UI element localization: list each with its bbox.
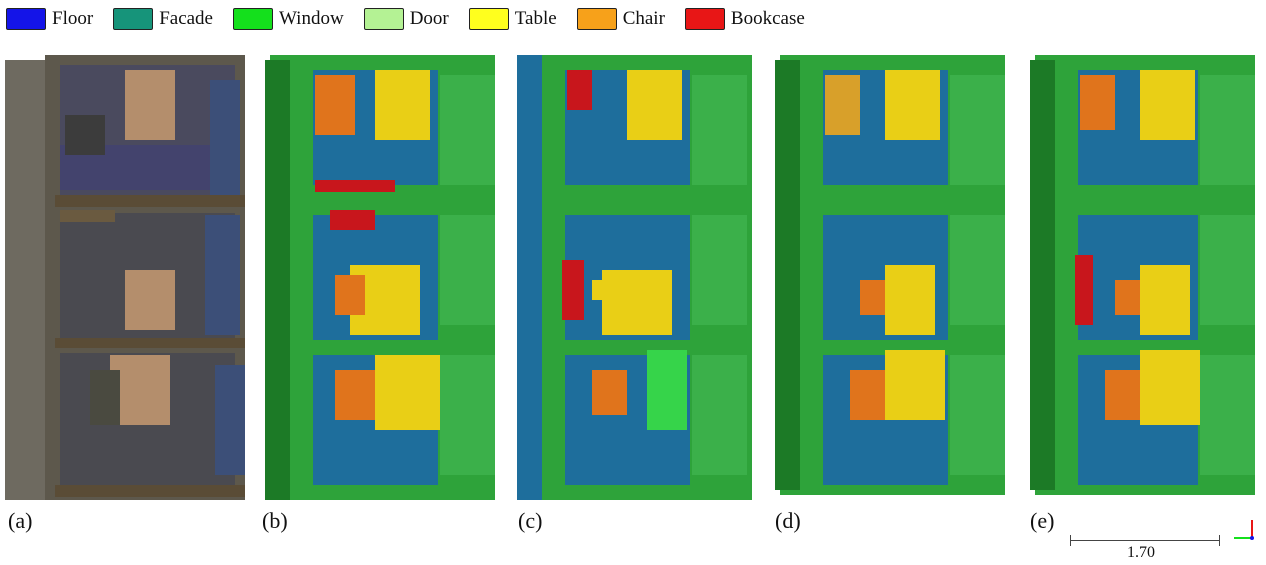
- panel-b: [265, 55, 500, 500]
- room-bottom: [55, 353, 245, 497]
- legend-swatch-door: [363, 8, 404, 30]
- point-cloud-segmentation: [265, 55, 495, 500]
- legend-swatch-chair: [576, 8, 617, 30]
- legend-swatch-window: [233, 8, 273, 30]
- legend-swatch-table: [468, 8, 509, 30]
- axes-icon: [1232, 518, 1258, 542]
- legend-item-bookcase: Bookcase: [684, 8, 805, 30]
- scale-bar-value: 1.70: [1127, 544, 1155, 561]
- panel-a: [5, 55, 250, 500]
- legend-item-table: Table: [468, 8, 557, 30]
- legend-item-chair: Chair: [576, 8, 665, 30]
- legend-label-floor: Floor: [52, 8, 94, 29]
- legend-item-floor: Floor: [6, 8, 93, 30]
- legend-label-door: Door: [409, 8, 449, 29]
- panel-label-b: (b): [262, 508, 288, 533]
- panel-label-d: (d): [775, 508, 801, 533]
- room-top: [55, 65, 245, 207]
- legend: Floor Facade Window Door Table Chair Boo…: [6, 5, 825, 33]
- legend-label-window: Window: [279, 8, 344, 29]
- legend-label-bookcase: Bookcase: [730, 8, 805, 29]
- legend-swatch-floor: [6, 8, 46, 30]
- panel-c: [517, 55, 752, 500]
- panel-label-e: (e): [1030, 508, 1055, 533]
- legend-label-chair: Chair: [622, 8, 665, 29]
- legend-swatch-bookcase: [684, 8, 725, 30]
- point-cloud-segmentation: [775, 55, 1005, 495]
- room-middle: [55, 210, 245, 348]
- panel-d: [775, 55, 1010, 500]
- point-cloud-segmentation: [1030, 55, 1255, 495]
- point-cloud-rgb: [5, 55, 245, 500]
- panel-label-c: (c): [518, 508, 543, 533]
- legend-label-table: Table: [514, 8, 557, 29]
- panel-e: [1030, 55, 1260, 500]
- panel-label-a: (a): [8, 508, 33, 533]
- legend-item-door: Door: [363, 8, 449, 30]
- legend-swatch-facade: [113, 8, 154, 30]
- legend-label-facade: Facade: [159, 8, 213, 29]
- point-cloud-segmentation: [517, 55, 752, 500]
- scale-bar: [1070, 535, 1220, 547]
- legend-item-window: Window: [233, 8, 344, 30]
- legend-item-facade: Facade: [113, 8, 213, 30]
